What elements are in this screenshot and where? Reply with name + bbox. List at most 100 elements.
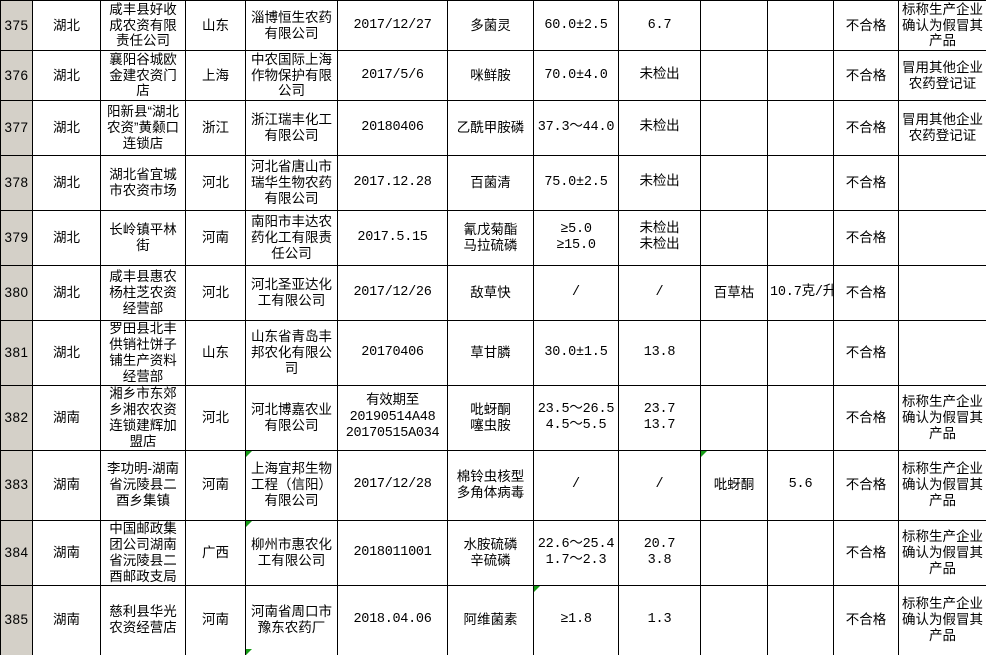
- measured-content-cell[interactable]: 未检出: [618, 100, 701, 156]
- conclusion-cell[interactable]: 不合格: [833, 519, 899, 586]
- batch-date-cell[interactable]: 20170406: [337, 320, 448, 386]
- measured-content-cell[interactable]: 6.7: [618, 0, 701, 51]
- measured-content-cell[interactable]: 20.7 3.8: [618, 519, 701, 586]
- undeclared-amount-cell[interactable]: [767, 0, 834, 51]
- undeclared-amount-cell[interactable]: [767, 50, 834, 101]
- store-name-cell[interactable]: 长岭镇平林街: [100, 210, 186, 266]
- labeled-content-cell[interactable]: ≥5.0 ≥15.0: [533, 210, 619, 266]
- pesticide-name-cell[interactable]: 草甘膦: [447, 320, 534, 386]
- undeclared-ingredient-cell[interactable]: 百草枯: [700, 265, 768, 321]
- undeclared-amount-cell[interactable]: [767, 155, 834, 211]
- batch-date-cell[interactable]: 2017/12/27: [337, 0, 448, 51]
- sampling-province-cell[interactable]: 湖南: [32, 385, 101, 451]
- labeled-content-cell[interactable]: 37.3～44.0: [533, 100, 619, 156]
- conclusion-cell[interactable]: 不合格: [833, 155, 899, 211]
- manufacturer-province-cell[interactable]: 浙江: [185, 100, 246, 156]
- conclusion-cell[interactable]: 不合格: [833, 265, 899, 321]
- undeclared-amount-cell[interactable]: [767, 385, 834, 451]
- table-row[interactable]: 377 湖北 阳新县“湖北农资”黄颡口连锁店 浙江 浙江瑞丰化工有限公司 20180406…: [0, 100, 986, 156]
- sampling-province-cell[interactable]: 湖北: [32, 320, 101, 386]
- manufacturer-province-cell[interactable]: 广西: [185, 519, 246, 586]
- table-row[interactable]: 380 湖北 咸丰县惠农杨柱芝农资经营部 河北 河北圣亚达化工有限公司 2017/12/2…: [0, 265, 986, 321]
- table-row[interactable]: 376 湖北 襄阳谷城欧金建农资门店 上海 中农国际上海作物保护有限公司 2017/5/6…: [0, 50, 986, 101]
- manufacturer-province-cell[interactable]: 河南: [185, 584, 246, 655]
- labeled-content-cell[interactable]: 60.0±2.5: [533, 0, 619, 51]
- labeled-content-cell[interactable]: 70.0±4.0: [533, 50, 619, 101]
- measured-content-cell[interactable]: 未检出: [618, 155, 701, 211]
- conclusion-cell[interactable]: 不合格: [833, 210, 899, 266]
- store-name-cell[interactable]: 咸丰县惠农杨柱芝农资经营部: [100, 265, 186, 321]
- manufacturer-province-cell[interactable]: 河北: [185, 155, 246, 211]
- table-row[interactable]: 378 湖北 湖北省宜城市农资市场 河北 河北省唐山市瑞华生物农药有限公司 2017.12…: [0, 155, 986, 211]
- manufacturer-province-cell[interactable]: 河北: [185, 385, 246, 451]
- sampling-province-cell[interactable]: 湖北: [32, 265, 101, 321]
- manufacturer-province-cell[interactable]: 山东: [185, 0, 246, 51]
- pesticide-name-cell[interactable]: 咪鲜胺: [447, 50, 534, 101]
- sampling-province-cell[interactable]: 湖北: [32, 210, 101, 266]
- conclusion-cell[interactable]: 不合格: [833, 449, 899, 521]
- batch-date-cell[interactable]: 2017/12/26: [337, 265, 448, 321]
- measured-content-cell[interactable]: 1.3: [618, 584, 701, 655]
- table-row[interactable]: 385 湖南 慈利县华光农资经营店 河南 河南省周口市豫东农药厂 2018.04.06 阿维…: [0, 584, 986, 655]
- batch-date-cell[interactable]: 2017.5.15: [337, 210, 448, 266]
- remark-cell[interactable]: 标称生产企业确认为假冒其产品: [898, 0, 986, 51]
- manufacturer-province-cell[interactable]: 河南: [185, 449, 246, 521]
- row-number-383[interactable]: 383: [0, 449, 33, 521]
- undeclared-ingredient-cell[interactable]: [700, 385, 768, 451]
- table-row[interactable]: 382 湖南 湘乡市东郊乡湘农农资连锁建辉加盟店 河北 河北博嘉农业有限公司 有效期至 20…: [0, 385, 986, 451]
- remark-cell[interactable]: [898, 265, 986, 321]
- store-name-cell[interactable]: 中国邮政集团公司湖南省沅陵县二酉邮政支局: [100, 519, 186, 586]
- undeclared-ingredient-cell[interactable]: [700, 50, 768, 101]
- pesticide-name-cell[interactable]: 吡蚜酮 噻虫胺: [447, 385, 534, 451]
- batch-date-cell[interactable]: 20180406: [337, 100, 448, 156]
- remark-cell[interactable]: 标称生产企业确认为假冒其产品: [898, 449, 986, 521]
- undeclared-amount-cell[interactable]: [767, 320, 834, 386]
- undeclared-ingredient-cell[interactable]: [700, 0, 768, 51]
- undeclared-ingredient-cell[interactable]: [700, 584, 768, 655]
- store-name-cell[interactable]: 阳新县“湖北农资”黄颡口连锁店: [100, 100, 186, 156]
- measured-content-cell[interactable]: 未检出 未检出: [618, 210, 701, 266]
- store-name-cell[interactable]: 湘乡市东郊乡湘农农资连锁建辉加盟店: [100, 385, 186, 451]
- measured-content-cell[interactable]: 未检出: [618, 50, 701, 101]
- manufacturer-name-cell[interactable]: 上海宜邦生物工程（信阳）有限公司: [245, 449, 338, 521]
- row-number-379[interactable]: 379: [0, 210, 33, 266]
- undeclared-ingredient-cell[interactable]: [700, 519, 768, 586]
- undeclared-ingredient-cell[interactable]: [700, 320, 768, 386]
- batch-date-cell[interactable]: 2017/5/6: [337, 50, 448, 101]
- labeled-content-cell[interactable]: ≥1.8: [533, 584, 619, 655]
- undeclared-ingredient-cell[interactable]: [700, 100, 768, 156]
- measured-content-cell[interactable]: /: [618, 265, 701, 321]
- pesticide-name-cell[interactable]: 乙酰甲胺磷: [447, 100, 534, 156]
- batch-date-cell[interactable]: 2018011001: [337, 519, 448, 586]
- store-name-cell[interactable]: 罗田县北丰供销社饼子铺生产资料经营部: [100, 320, 186, 386]
- row-number-376[interactable]: 376: [0, 50, 33, 101]
- labeled-content-cell[interactable]: 75.0±2.5: [533, 155, 619, 211]
- remark-cell[interactable]: [898, 320, 986, 386]
- conclusion-cell[interactable]: 不合格: [833, 584, 899, 655]
- pesticide-name-cell[interactable]: 多菌灵: [447, 0, 534, 51]
- manufacturer-name-cell[interactable]: 浙江瑞丰化工有限公司: [245, 100, 338, 156]
- manufacturer-name-cell[interactable]: 中农国际上海作物保护有限公司: [245, 50, 338, 101]
- pesticide-name-cell[interactable]: 棉铃虫核型 多角体病毒: [447, 449, 534, 521]
- sampling-province-cell[interactable]: 湖北: [32, 0, 101, 51]
- manufacturer-province-cell[interactable]: 山东: [185, 320, 246, 386]
- conclusion-cell[interactable]: 不合格: [833, 0, 899, 51]
- manufacturer-name-cell[interactable]: 柳州市惠农化工有限公司: [245, 519, 338, 586]
- batch-date-cell[interactable]: 2017/12/28: [337, 449, 448, 521]
- batch-date-cell[interactable]: 2018.04.06: [337, 584, 448, 655]
- row-number-384[interactable]: 384: [0, 519, 33, 586]
- table-row[interactable]: 381 湖北 罗田县北丰供销社饼子铺生产资料经营部 山东 山东省青岛丰邦农化有限公司 20…: [0, 320, 986, 386]
- sampling-province-cell[interactable]: 湖南: [32, 449, 101, 521]
- sampling-province-cell[interactable]: 湖南: [32, 584, 101, 655]
- undeclared-amount-cell[interactable]: [767, 100, 834, 156]
- row-number-382[interactable]: 382: [0, 385, 33, 451]
- conclusion-cell[interactable]: 不合格: [833, 50, 899, 101]
- measured-content-cell[interactable]: 23.7 13.7: [618, 385, 701, 451]
- undeclared-amount-cell[interactable]: [767, 210, 834, 266]
- sampling-province-cell[interactable]: 湖北: [32, 100, 101, 156]
- pesticide-name-cell[interactable]: 敌草快: [447, 265, 534, 321]
- manufacturer-name-cell[interactable]: 河北博嘉农业有限公司: [245, 385, 338, 451]
- pesticide-name-cell[interactable]: 百菌清: [447, 155, 534, 211]
- sampling-province-cell[interactable]: 湖北: [32, 155, 101, 211]
